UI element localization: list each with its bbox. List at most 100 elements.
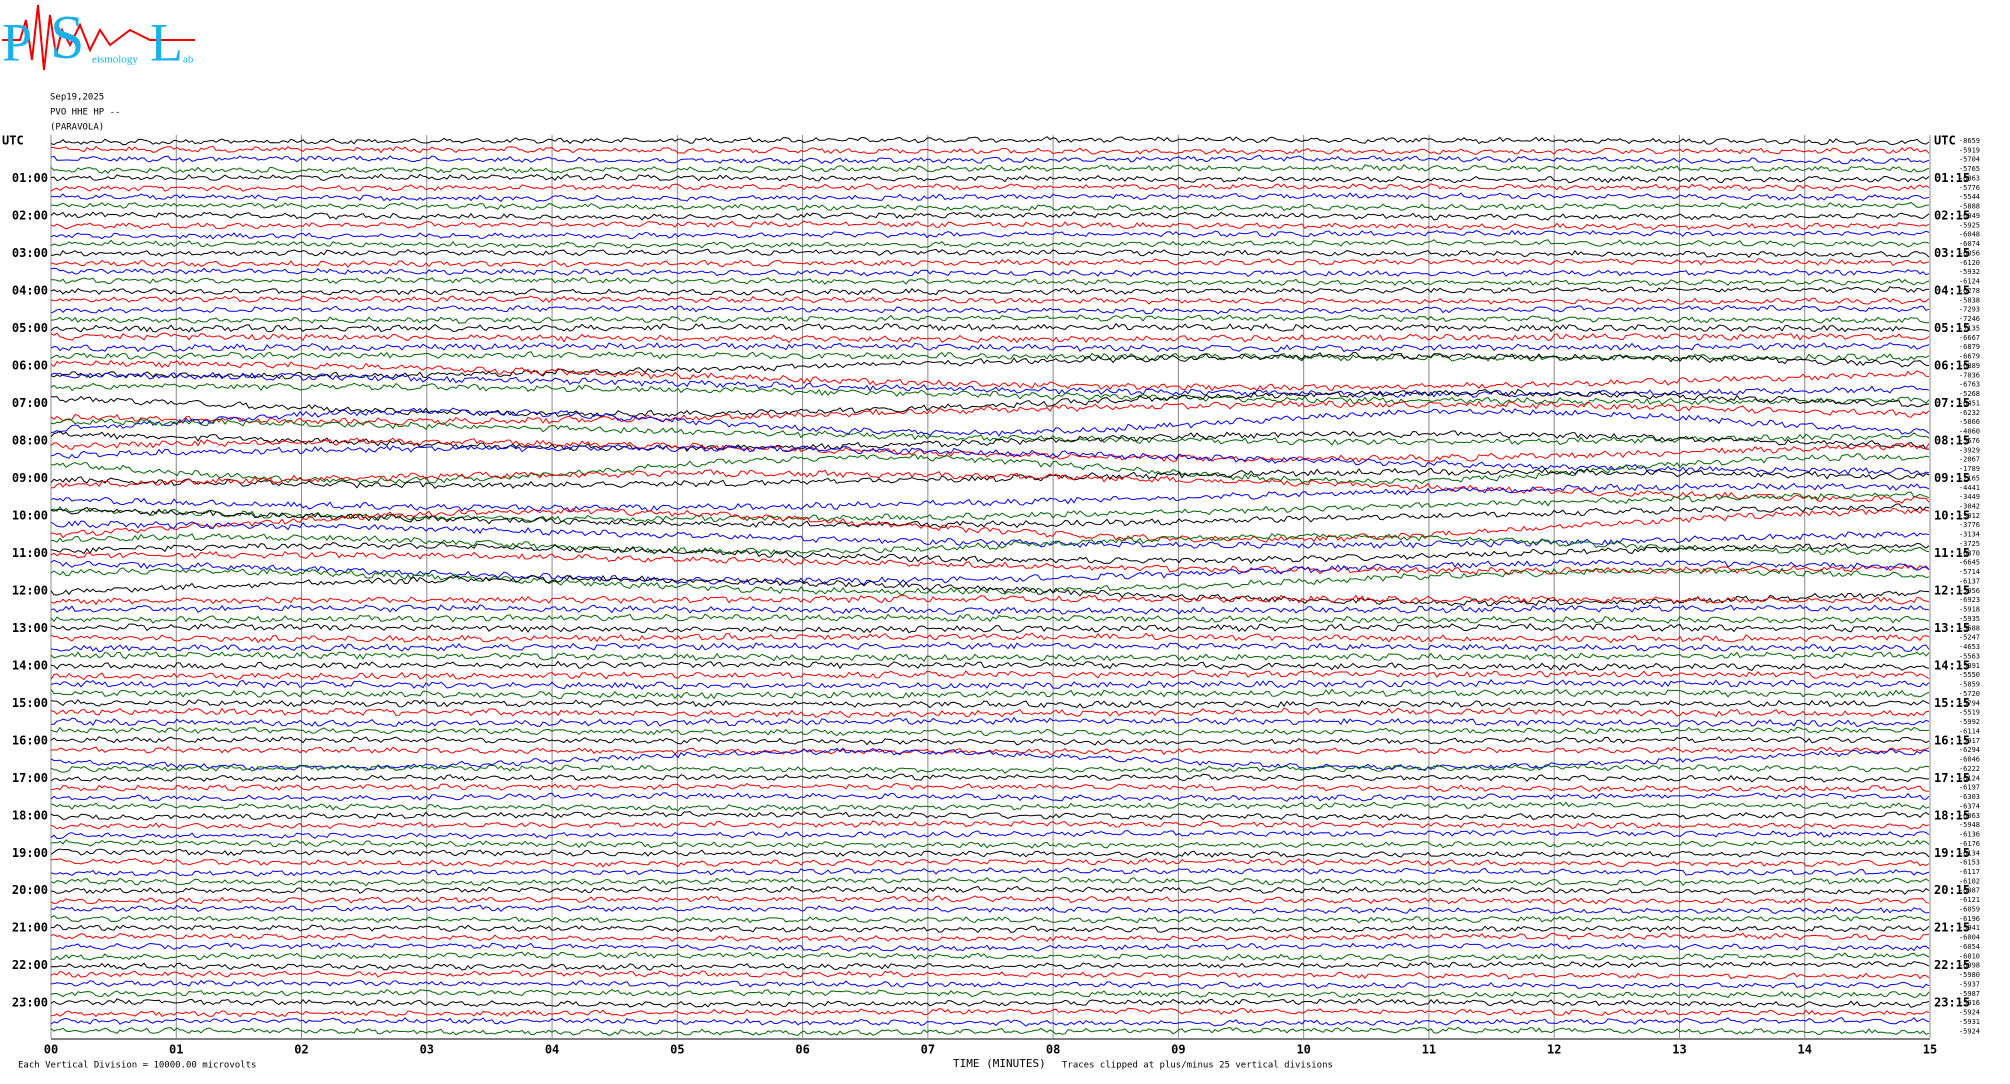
- offset-label: -6134: [1959, 849, 1980, 857]
- offset-label: -8659: [1959, 137, 1980, 145]
- offset-label: -5866: [1959, 418, 1980, 426]
- offset-label: -5794: [1959, 699, 1980, 707]
- x-label: 05: [670, 1043, 684, 1057]
- right-label: 05:15: [1934, 321, 1970, 335]
- trace: [50, 482, 1930, 512]
- trace: [50, 173, 1930, 184]
- right-label: 20:15: [1934, 883, 1970, 897]
- right-label: 13:15: [1934, 621, 1970, 635]
- offset-label: -3776: [1959, 521, 1980, 529]
- trace: [50, 951, 1930, 962]
- trace: [50, 453, 1930, 485]
- trace: [50, 716, 1930, 728]
- trace: [50, 533, 1930, 555]
- left-label: 07:00: [12, 396, 48, 410]
- offset-label: -6197: [1959, 784, 1980, 792]
- trace: [50, 641, 1930, 653]
- x-label: 00: [44, 1043, 58, 1057]
- x-label: 04: [545, 1043, 559, 1057]
- offset-label: -6056: [1959, 249, 1980, 257]
- x-label: 06: [795, 1043, 809, 1057]
- right-label: 14:15: [1934, 658, 1970, 672]
- offset-label: -7293: [1959, 306, 1980, 314]
- offset-label: -2067: [1959, 456, 1980, 464]
- scale-note: Each Vertical Division = 10000.00 microv…: [18, 1061, 256, 1071]
- offset-label: -6049: [1959, 212, 1980, 220]
- x-label: 07: [921, 1043, 935, 1057]
- trace: [50, 829, 1930, 840]
- trace: [50, 145, 1930, 156]
- right-label: 19:15: [1934, 846, 1970, 860]
- offset-label: -5714: [1959, 568, 1980, 576]
- trace: [50, 201, 1930, 212]
- trace: [50, 322, 1930, 333]
- trace: [50, 707, 1930, 718]
- trace: [50, 895, 1930, 905]
- right-label: 22:15: [1934, 958, 1970, 972]
- offset-label: -6667: [1959, 334, 1980, 342]
- left-label: 20:00: [12, 883, 48, 897]
- trace: [50, 979, 1930, 990]
- trace: [50, 542, 1930, 565]
- offset-label: -5765: [1959, 165, 1980, 173]
- trace: [50, 359, 1930, 392]
- x-label: 09: [1171, 1043, 1185, 1057]
- right-label: 16:15: [1934, 733, 1970, 747]
- offset-label: -6763: [1959, 381, 1980, 389]
- right-label: 18:15: [1934, 808, 1970, 822]
- trace: [50, 801, 1930, 812]
- offset-label: -5931: [1959, 1018, 1980, 1026]
- trace: [50, 229, 1930, 240]
- offset-label: -5956: [1959, 587, 1980, 595]
- trace: [50, 239, 1930, 249]
- offset-label: -5987: [1959, 990, 1980, 998]
- trace: [51, 277, 1930, 287]
- left-label: 18:00: [12, 808, 48, 822]
- x-label: 08: [1046, 1043, 1060, 1057]
- trace: [50, 164, 1930, 174]
- right-label: 03:15: [1934, 246, 1970, 260]
- trace: [50, 924, 1930, 934]
- trace: [50, 998, 1930, 1008]
- offset-label: -2165: [1959, 474, 1980, 482]
- offset-label: -3449: [1959, 493, 1980, 501]
- offset-label: -5925: [1959, 221, 1980, 229]
- trace: [50, 136, 1930, 146]
- offset-label: -6124: [1959, 278, 1980, 286]
- offset-label: -5247: [1959, 634, 1980, 642]
- left-label: 04:00: [12, 283, 48, 297]
- offset-label: -5916: [1959, 999, 1980, 1007]
- x-label: 10: [1296, 1043, 1310, 1057]
- x-label: 11: [1422, 1043, 1436, 1057]
- trace: [50, 1026, 1930, 1036]
- offset-label: -5937: [1959, 980, 1980, 988]
- offset-label: -6137: [1959, 577, 1980, 585]
- right-label: 04:15: [1934, 283, 1970, 297]
- right-label: 09:15: [1934, 471, 1970, 485]
- trace: [50, 773, 1930, 783]
- offset-label: -5924: [1959, 1009, 1980, 1017]
- offset-label: -4653: [1959, 643, 1980, 651]
- offset-label: -6294: [1959, 746, 1980, 754]
- logo-word: ab: [183, 54, 194, 66]
- left-label: 01:00: [12, 171, 48, 185]
- trace: [50, 314, 1930, 324]
- offset-label: -5891: [1959, 662, 1980, 670]
- trace: [50, 1017, 1930, 1027]
- trace: [50, 304, 1930, 315]
- offset-label: -5519: [1959, 709, 1980, 717]
- trace: [50, 726, 1930, 737]
- offset-label: -5704: [1959, 156, 1980, 164]
- trace: [50, 183, 1930, 192]
- trace: [50, 857, 1930, 868]
- trace: [50, 764, 1930, 774]
- right-label: 12:15: [1934, 583, 1970, 597]
- offset-label: -4060: [1959, 428, 1980, 436]
- offset-label: -6087: [1959, 887, 1980, 895]
- right-label: 17:15: [1934, 771, 1970, 785]
- left-label: 12:00: [12, 583, 48, 597]
- offset-label: -6004: [1959, 934, 1980, 942]
- trace: [50, 559, 1930, 586]
